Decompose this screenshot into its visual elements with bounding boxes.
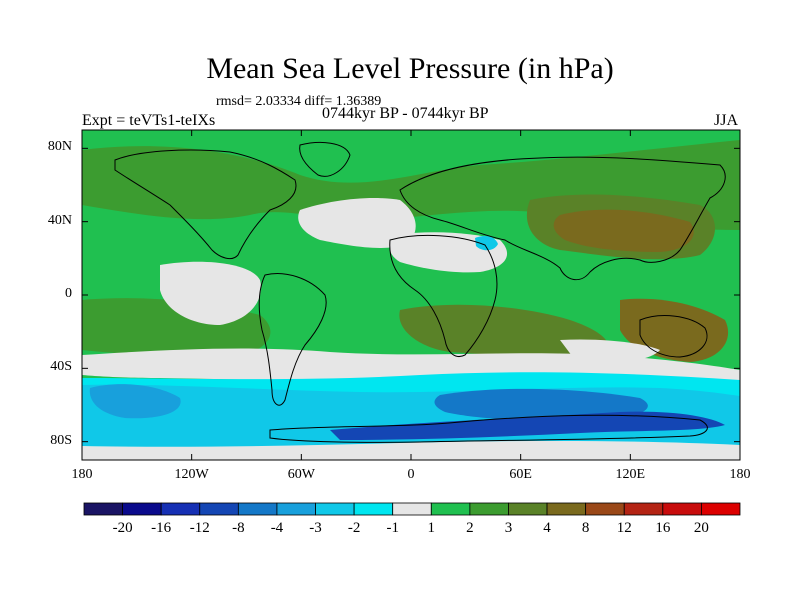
colorbar-swatch <box>353 502 394 516</box>
y-tick-label: 80N <box>47 139 72 155</box>
period-annotation: 0744kyr BP - 0744kyr BP <box>322 105 489 122</box>
x-tick-label: 0 <box>407 467 415 482</box>
colorbar-swatch <box>160 502 201 516</box>
coast-australia <box>639 315 708 358</box>
coast-africa <box>389 234 498 357</box>
x-tick-label: 60E <box>509 467 532 482</box>
field-positive-asia-core <box>553 209 694 252</box>
field-negative-antarctic-core <box>330 411 725 440</box>
colorbar-label: -16 <box>151 520 172 536</box>
field-neutral-pacific <box>160 261 261 325</box>
colorbar-label: -3 <box>309 520 322 536</box>
field-neutral-antarctic <box>82 440 740 460</box>
field-negative-small-1 <box>475 236 498 251</box>
colorbar-label: -1 <box>386 520 399 536</box>
colorbar-swatch <box>392 502 432 516</box>
colorbar-swatch <box>623 502 664 516</box>
field-neutral-atlantic <box>298 198 416 248</box>
coast-greenland <box>299 142 351 177</box>
colorbar-label: 1 <box>427 520 436 536</box>
coast-antarctica <box>269 414 708 443</box>
colorbar-label: -2 <box>347 520 361 536</box>
field-negative-pacific-low <box>89 384 181 419</box>
x-tick-label: 60W <box>287 467 315 482</box>
colorbar-swatch <box>546 502 587 516</box>
y-tick-label: 40S <box>50 359 72 375</box>
colorbar-swatch <box>122 502 162 516</box>
colorbar-label: -12 <box>189 520 210 536</box>
chart-title: Mean Sea Level Pressure (in hPa) <box>206 52 614 85</box>
x-tick-label: 120E <box>615 467 646 482</box>
colorbar-swatch <box>276 502 316 516</box>
colorbar-swatch <box>83 502 123 516</box>
field-negative-indian-low <box>434 388 648 421</box>
colorbar-swatch <box>315 502 355 516</box>
y-tick-label: 0 <box>65 286 72 301</box>
colorbar-label: 12 <box>616 520 632 536</box>
colorbar-label: -20 <box>112 520 133 536</box>
colorbar-label: 2 <box>466 520 474 536</box>
y-tick-label: 80S <box>50 432 72 448</box>
x-tick-label: 180 <box>729 467 751 482</box>
colorbar <box>83 502 741 516</box>
colorbar-label: 16 <box>655 520 671 536</box>
colorbar-swatch <box>701 502 741 516</box>
season-label: JJA <box>714 112 739 129</box>
y-axis-ticks <box>82 147 740 443</box>
colorbar-swatch <box>508 502 548 516</box>
coastlines <box>114 142 726 443</box>
coast-north-america <box>114 149 297 260</box>
experiment-label: Expt = teVTs1-teIXs <box>82 112 216 129</box>
colorbar-swatch <box>585 502 625 516</box>
coast-europe-asia <box>399 156 726 281</box>
coast-south-america <box>258 273 327 406</box>
colorbar-swatch <box>199 502 239 516</box>
colorbar-swatch <box>662 502 702 516</box>
colorbar-label: 20 <box>693 520 709 536</box>
colorbar-swatch <box>430 502 471 516</box>
colorbar-label: -4 <box>270 520 284 536</box>
colorbar-swatch <box>469 502 509 516</box>
colorbar-swatch <box>237 502 278 516</box>
colorbar-label: 4 <box>543 520 551 536</box>
stats-annotation: rmsd= 2.03334 diff= 1.36389 <box>216 94 382 109</box>
field-positive-southern <box>399 304 609 359</box>
x-tick-label: 180 <box>71 467 93 482</box>
x-axis-ticks <box>81 130 741 460</box>
pressure-field <box>82 130 740 460</box>
colorbar-label: 8 <box>581 520 590 536</box>
x-tick-label: 120W <box>174 467 209 482</box>
y-tick-label: 40N <box>47 212 72 228</box>
colorbar-label: -8 <box>232 520 245 536</box>
colorbar-label: 3 <box>504 520 513 536</box>
